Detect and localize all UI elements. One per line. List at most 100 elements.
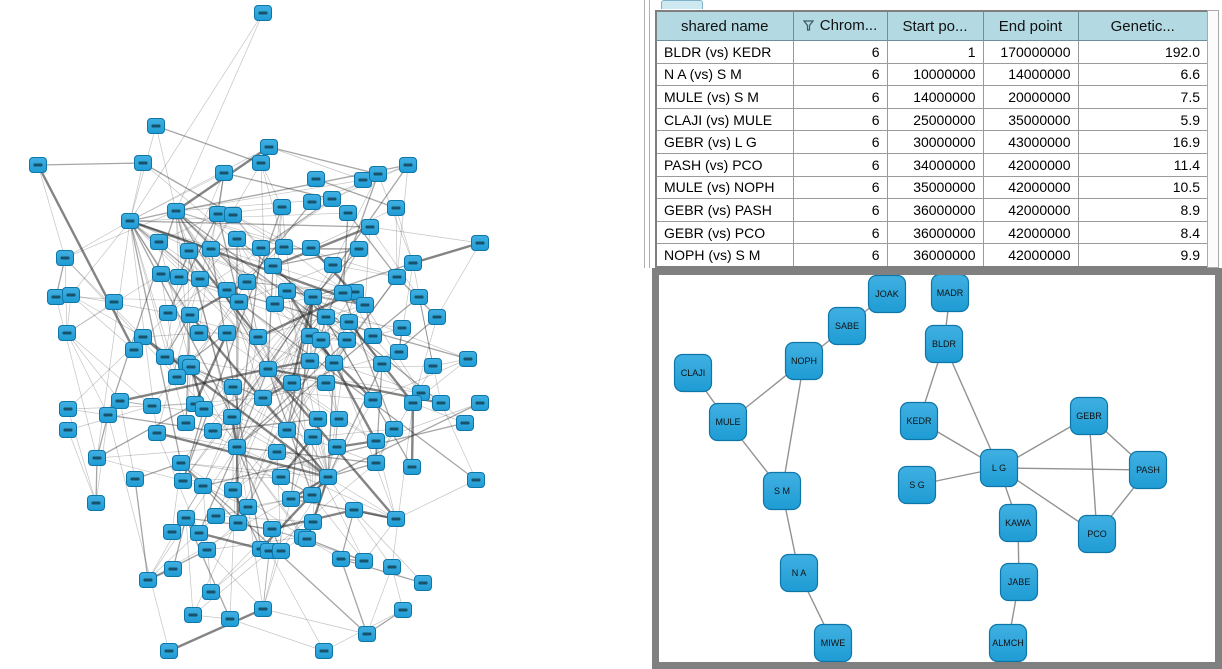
graph-node-sabe[interactable]	[827, 306, 867, 346]
graph-node-bldr[interactable]	[924, 324, 964, 364]
table-row[interactable]: GEBR (vs) L G 6 30000000 43000000 16.9	[655, 130, 1209, 154]
column-header-3[interactable]: End point	[982, 10, 1079, 41]
cell-value[interactable]: 11.4	[1077, 152, 1209, 177]
cell-shared-name[interactable]: GEBR (vs) L G	[655, 130, 794, 154]
detail-network-panel[interactable]: JOAK MADR SABE BLDR NOPH CLAJI MULE KEDR GEBR L G…	[652, 268, 1222, 669]
main-network-canvas[interactable]	[0, 0, 645, 669]
cell-shared-name[interactable]: PASH (vs) PCO	[655, 152, 794, 177]
table-row[interactable]: GEBR (vs) PASH 6 36000000 42000000 8.9	[655, 198, 1209, 222]
column-header-2[interactable]: Start po...	[886, 10, 984, 41]
graph-node-jabe[interactable]	[999, 562, 1039, 602]
cell-value[interactable]: 25000000	[886, 107, 984, 132]
graph-node-s-m[interactable]	[762, 471, 802, 511]
graph-node-kedr[interactable]	[899, 401, 939, 441]
cell-value[interactable]: 6.6	[1077, 62, 1209, 87]
table-scrollbar[interactable]	[1207, 10, 1219, 268]
table-row[interactable]: NOPH (vs) S M 6 36000000 42000000 9.9	[655, 243, 1209, 268]
table-row[interactable]: N A (vs) S M 6 10000000 14000000 6.6	[655, 62, 1209, 87]
graph-node-l-g[interactable]	[979, 448, 1019, 488]
cell-value[interactable]: 42000000	[982, 198, 1079, 222]
panel-splitter[interactable]	[649, 0, 650, 268]
cell-shared-name[interactable]: GEBR (vs) PCO	[655, 220, 794, 245]
cell-value[interactable]: 7.5	[1077, 85, 1209, 109]
cell-value[interactable]: 36000000	[886, 220, 984, 245]
filter-icon[interactable]	[802, 18, 814, 35]
cell-value[interactable]: 8.4	[1077, 220, 1209, 245]
cell-value[interactable]: 6	[792, 220, 888, 245]
cell-value[interactable]: 10000000	[886, 62, 984, 87]
graph-edge[interactable]	[998, 467, 1149, 471]
cell-value[interactable]: 6	[792, 152, 888, 177]
table-row[interactable]: GEBR (vs) PCO 6 36000000 42000000 8.4	[655, 220, 1209, 245]
graph-node-noph[interactable]	[784, 341, 824, 381]
graph-node-pash[interactable]	[1128, 450, 1168, 490]
column-header-1[interactable]: Chrom...	[792, 10, 888, 41]
table-row[interactable]: CLAJI (vs) MULE 6 25000000 35000000 5.9	[655, 107, 1209, 132]
graph-edge	[395, 207, 414, 264]
cell-value[interactable]: 6	[792, 130, 888, 154]
table-tab[interactable]	[661, 0, 703, 9]
cell-value[interactable]: 42000000	[982, 175, 1079, 200]
cell-value[interactable]: 6	[792, 62, 888, 87]
cell-value[interactable]: 6	[792, 175, 888, 200]
graph-node-s-g[interactable]	[897, 465, 937, 505]
cell-value[interactable]: 20000000	[982, 85, 1079, 109]
cell-value[interactable]: 5.9	[1077, 107, 1209, 132]
cell-value[interactable]: 10.5	[1077, 175, 1209, 200]
cell-shared-name[interactable]: GEBR (vs) PASH	[655, 198, 794, 222]
graph-node-pco[interactable]	[1077, 514, 1117, 554]
graph-node-almch[interactable]	[988, 623, 1028, 663]
cell-shared-name[interactable]: BLDR (vs) KEDR	[655, 40, 794, 64]
table-row[interactable]: BLDR (vs) KEDR 6 1 170000000 192.0	[655, 40, 1209, 64]
cell-value[interactable]: 6	[792, 107, 888, 132]
graph-node-miwe[interactable]	[813, 623, 853, 663]
cell-value[interactable]: 14000000	[886, 85, 984, 109]
cell-value[interactable]: 6	[792, 243, 888, 268]
cell-value[interactable]: 14000000	[982, 62, 1079, 87]
cell-value[interactable]: 35000000	[982, 107, 1079, 132]
cell-value[interactable]: 6	[792, 85, 888, 109]
cell-value[interactable]: 34000000	[886, 152, 984, 177]
cell-shared-name[interactable]: NOPH (vs) S M	[655, 243, 794, 268]
graph-edge[interactable]	[781, 360, 805, 492]
column-header-4[interactable]: Genetic...	[1077, 10, 1209, 41]
graph-edge[interactable]	[943, 343, 1000, 469]
graph-edge	[342, 212, 349, 294]
graph-node-gebr[interactable]	[1069, 396, 1109, 436]
cell-value[interactable]: 30000000	[886, 130, 984, 154]
cell-value[interactable]: 42000000	[982, 152, 1079, 177]
graph-node-claji[interactable]	[673, 353, 713, 393]
graph-edge	[178, 172, 225, 278]
cell-value[interactable]: 16.9	[1077, 130, 1209, 154]
cell-value[interactable]: 9.9	[1077, 243, 1209, 268]
cell-value[interactable]: 8.9	[1077, 198, 1209, 222]
cell-shared-name[interactable]: MULE (vs) S M	[655, 85, 794, 109]
cell-shared-name[interactable]: CLAJI (vs) MULE	[655, 107, 794, 132]
cell-value[interactable]: 192.0	[1077, 40, 1209, 64]
detail-network-canvas[interactable]: JOAK MADR SABE BLDR NOPH CLAJI MULE KEDR GEBR L G…	[652, 268, 1222, 669]
cell-value[interactable]: 43000000	[982, 130, 1079, 154]
panel-splitter[interactable]	[644, 0, 645, 268]
column-header-0[interactable]: shared name	[655, 10, 794, 41]
graph-node-kawa[interactable]	[998, 503, 1038, 543]
table-row[interactable]: MULE (vs) NOPH 6 35000000 42000000 10.5	[655, 175, 1209, 200]
cell-value[interactable]: 6	[792, 198, 888, 222]
cell-value[interactable]: 36000000	[886, 198, 984, 222]
cell-value[interactable]: 36000000	[886, 243, 984, 268]
main-network-panel[interactable]	[0, 0, 645, 669]
table-row[interactable]: MULE (vs) S M 6 14000000 20000000 7.5	[655, 85, 1209, 109]
cell-value[interactable]: 35000000	[886, 175, 984, 200]
table-row[interactable]: PASH (vs) PCO 6 34000000 42000000 11.4	[655, 152, 1209, 177]
graph-node-mule[interactable]	[708, 402, 748, 442]
cell-value[interactable]: 6	[792, 40, 888, 64]
cell-value[interactable]: 1	[886, 40, 984, 64]
graph-node-joak[interactable]	[867, 274, 907, 314]
cell-shared-name[interactable]: MULE (vs) NOPH	[655, 175, 794, 200]
cell-shared-name[interactable]: N A (vs) S M	[655, 62, 794, 87]
graph-edge[interactable]	[1088, 415, 1098, 535]
graph-edge	[262, 528, 273, 610]
cell-value[interactable]: 170000000	[982, 40, 1079, 64]
cell-value[interactable]: 42000000	[982, 243, 1079, 268]
cell-value[interactable]: 42000000	[982, 220, 1079, 245]
graph-node-n-a[interactable]	[779, 553, 819, 593]
